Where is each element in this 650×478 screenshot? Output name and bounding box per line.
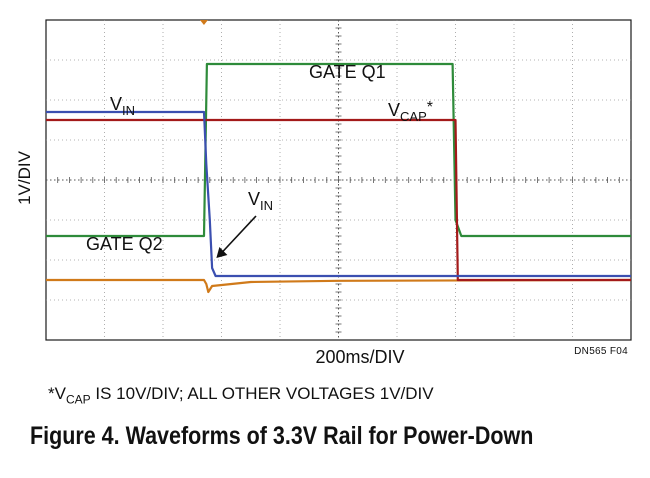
oscilloscope-plot: GATE Q1 VIN VCAP* GATE Q2 VIN 1V/DIV [15, 19, 632, 341]
label-vin: VIN [110, 94, 135, 118]
footnote: *VCAP IS 10V/DIV; ALL OTHER VOLTAGES 1V/… [48, 384, 434, 406]
footnote-text: IS 10V/DIV; ALL OTHER VOLTAGES 1V/DIV [90, 384, 434, 403]
y-axis-label: 1V/DIV [15, 150, 34, 205]
trace-gate-q1 [46, 62, 631, 238]
trigger-marker [199, 20, 208, 25]
label-vcap: VCAP* [388, 99, 433, 124]
waveform-traces [46, 62, 632, 294]
footnote-subscript: CAP [65, 392, 91, 407]
trace-labels: GATE Q1 VIN VCAP* GATE Q2 VIN [86, 62, 433, 258]
annotation-arrow-line [221, 215, 257, 253]
trace-vin [46, 110, 631, 278]
annotation-arrow-head [216, 247, 228, 258]
trace-vcap [46, 118, 631, 282]
figure-ref-code: DN565 F04 [574, 346, 628, 357]
x-axis-label: 200ms/DIV [315, 347, 405, 367]
label-gate-q1: GATE Q1 [309, 62, 386, 82]
annotation-vin-label: VIN [248, 189, 273, 213]
footnote-prefix: *V [48, 384, 66, 403]
label-gate-q2: GATE Q2 [86, 234, 163, 254]
figure-caption: Figure 4. Waveforms of 3.3V Rail for Pow… [30, 422, 534, 450]
trace-gate-q2 [46, 278, 632, 294]
plot-grid [45, 19, 632, 341]
